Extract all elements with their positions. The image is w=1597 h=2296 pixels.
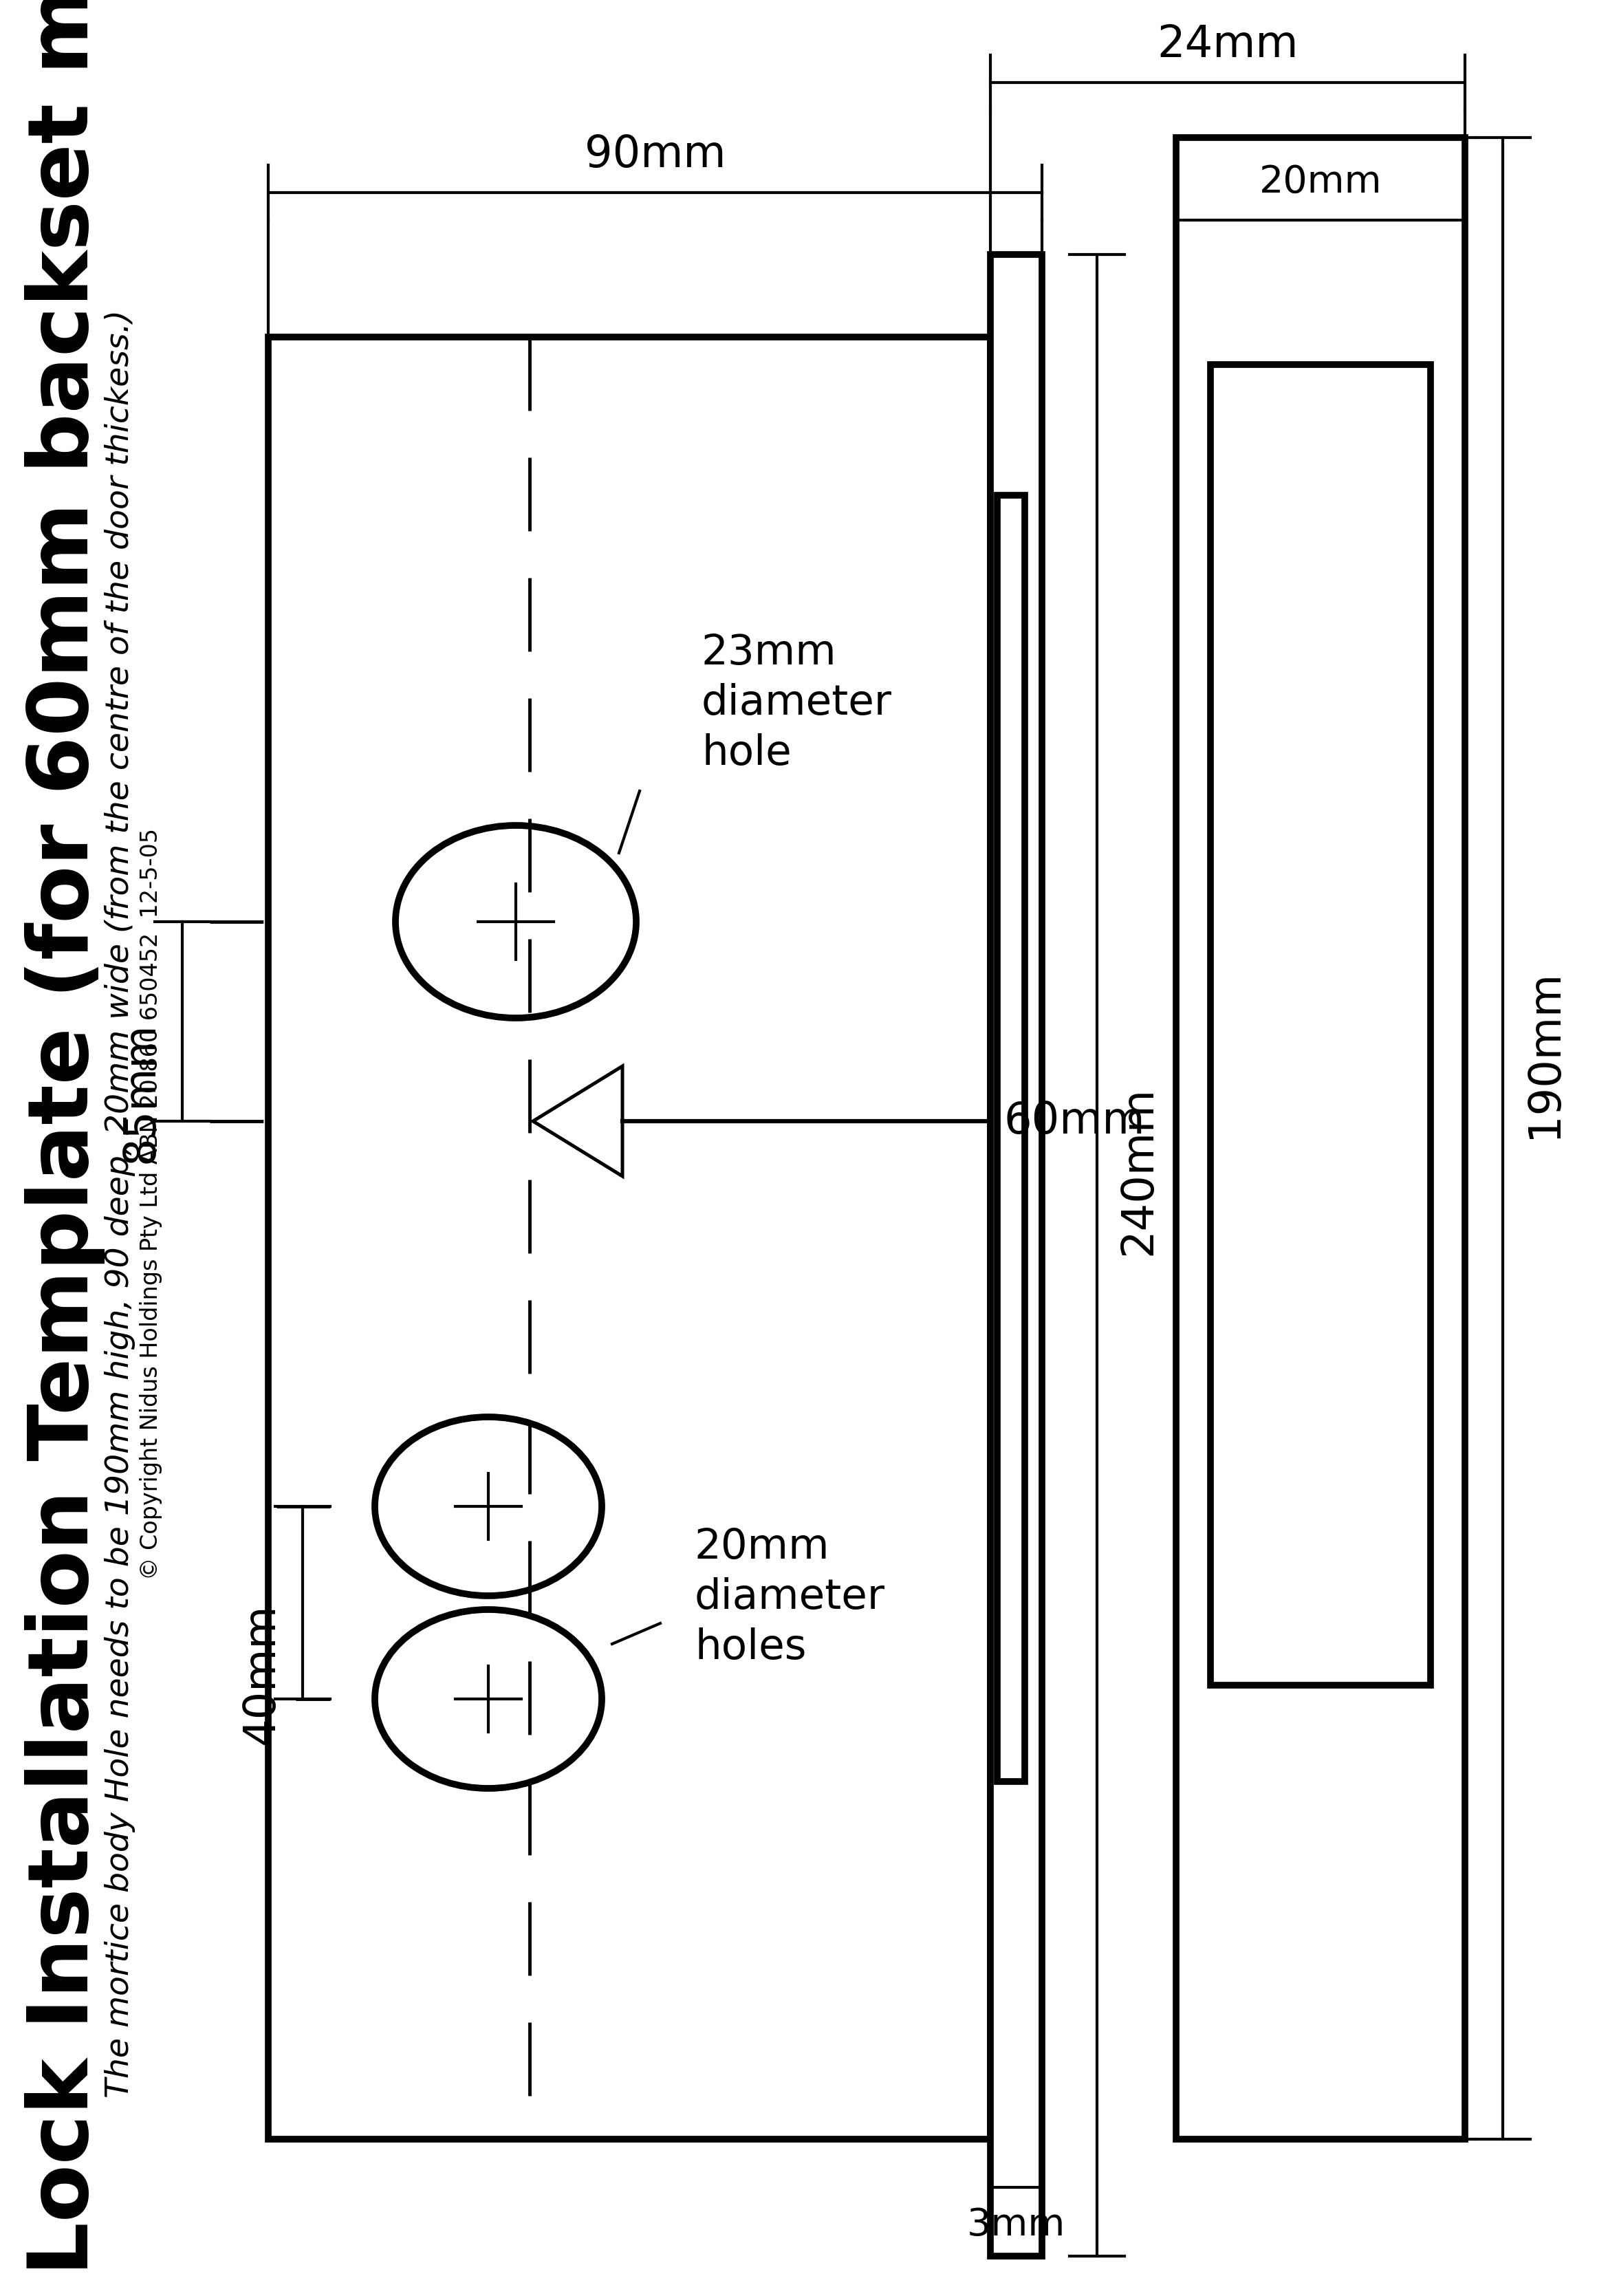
Text: 40mm: 40mm (240, 1603, 283, 1745)
Ellipse shape (375, 1609, 602, 1789)
Text: 24mm: 24mm (1156, 23, 1298, 67)
Ellipse shape (396, 824, 636, 1017)
Bar (997, 496, 1025, 1782)
Text: 20mm
diameter
holes: 20mm diameter holes (695, 1527, 885, 1667)
Bar (1175, 138, 1464, 2140)
Bar (990, 255, 1041, 2257)
Text: The mortice body Hole needs to be 190mm high, 90 deep, 20mm wide (from the centr: The mortice body Hole needs to be 190mm … (105, 310, 136, 2099)
Ellipse shape (375, 1417, 602, 1596)
Text: 85mm: 85mm (120, 1022, 163, 1162)
Text: 20mm: 20mm (1258, 163, 1381, 200)
Text: 190mm: 190mm (1522, 969, 1565, 1139)
Bar (268, 338, 990, 2140)
Text: © Copyright Nidus Holdings Pty Ltd ABN 20 860 650452  12-5-05: © Copyright Nidus Holdings Pty Ltd ABN 2… (141, 829, 163, 1580)
Text: 240mm: 240mm (1116, 1086, 1159, 1256)
Text: 23mm
diameter
hole: 23mm diameter hole (701, 634, 893, 774)
Text: 90mm: 90mm (585, 133, 725, 177)
Text: 3mm: 3mm (966, 2206, 1065, 2243)
Text: Mortice Lock Installation Template (for 60mm backset model): Mortice Lock Installation Template (for … (26, 0, 105, 2296)
Bar (1211, 365, 1431, 1685)
Polygon shape (533, 1065, 623, 1176)
Text: 60mm: 60mm (1005, 1100, 1145, 1143)
